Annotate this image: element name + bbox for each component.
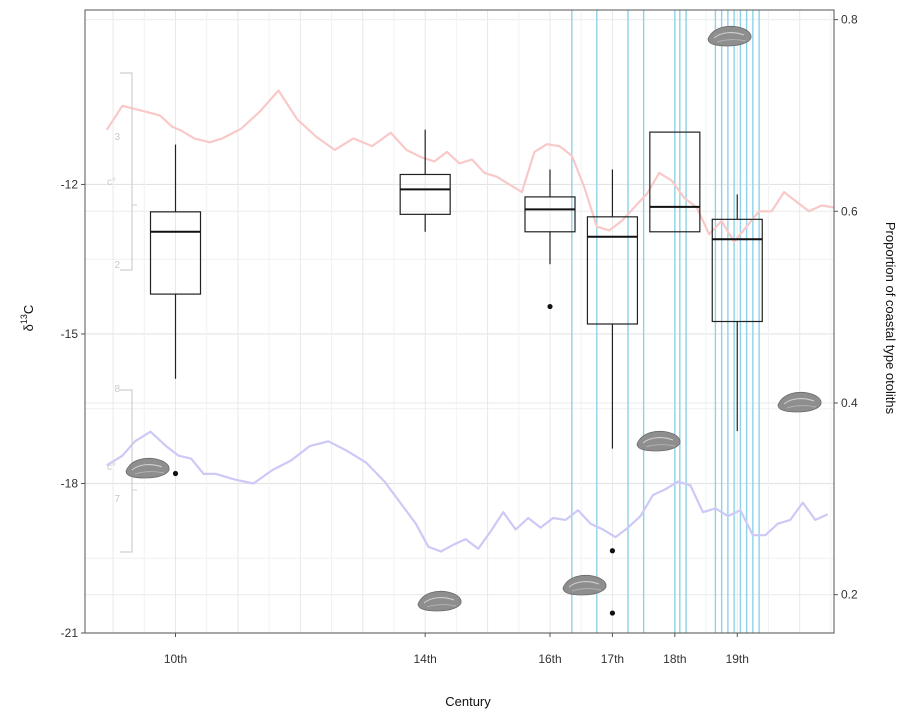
box-iqr — [399, 173, 451, 215]
inset-scale-tick-label: 8 — [114, 384, 120, 395]
x-tick-label: 17th — [601, 652, 624, 666]
outlier-point — [609, 548, 616, 554]
box-iqr — [149, 211, 202, 295]
y-axis-title-right: Proportion of coastal type otoliths — [883, 222, 898, 415]
inset-scale-bracket — [120, 72, 133, 271]
series-line-lavender — [106, 430, 829, 553]
otolith-image — [417, 590, 462, 612]
box-plot-17th — [586, 169, 639, 616]
y-tick-label-right: 0.6 — [841, 204, 858, 218]
x-axis-title: Century — [445, 694, 491, 709]
otolith-highlight — [713, 32, 745, 39]
box-plot-16th — [524, 169, 576, 310]
y-tick-label-right: 0.4 — [841, 396, 858, 410]
inset-scale-tick-label: 3 — [114, 132, 120, 143]
y-tick-label-left: -21 — [61, 626, 79, 640]
y-tick-label-right: 0.2 — [841, 588, 858, 602]
box-plots — [149, 129, 763, 616]
otolith-highlight — [786, 405, 817, 409]
otolith-image — [562, 574, 607, 596]
box-plot-19th — [711, 194, 763, 432]
axes: -12 -15 -18 -21 0.8 0.6 0.4 0.2 10th 14th 16th 17th… — [61, 9, 858, 666]
otolith-highlight — [426, 604, 457, 608]
otolith-highlight — [423, 597, 455, 604]
otolith-highlight — [783, 398, 815, 405]
otolith-highlight — [716, 39, 747, 43]
plot-frame — [84, 9, 835, 634]
inset-scale-label: c° — [107, 177, 116, 188]
otolith-highlight — [134, 471, 165, 475]
otolith-image — [777, 391, 822, 413]
inset-scale-label: c° — [107, 462, 116, 473]
box-plot-18th — [649, 131, 701, 233]
otolith-highlight — [571, 588, 602, 592]
otolith-image — [636, 430, 681, 452]
y-tick-label-left: -18 — [61, 476, 79, 490]
box-iqr — [524, 196, 576, 233]
box-plot-14th — [399, 129, 451, 232]
box-iqr — [711, 218, 763, 323]
x-tick-label: 14th — [413, 652, 436, 666]
otolith-highlight — [568, 581, 600, 588]
series-lines — [105, 89, 835, 553]
inset-scale-tick-label: 7 — [114, 494, 120, 505]
box-iqr — [649, 131, 701, 233]
otolith-highlight — [642, 437, 674, 444]
x-tick-label: 18th — [663, 652, 686, 666]
y-axis-title-left: δ13C — [19, 305, 36, 332]
otolith-images — [125, 25, 822, 612]
otolith-image — [125, 457, 170, 479]
series-line-pink — [105, 89, 835, 243]
outlier-point — [609, 610, 616, 616]
plot-background — [85, 10, 834, 633]
otolith-highlight — [645, 444, 676, 448]
inset-scale-tick-label: 2 — [114, 260, 120, 271]
grid-lines — [85, 10, 834, 634]
box-plot-10th — [149, 144, 202, 477]
plot-area — [85, 10, 834, 633]
y-tick-label-left: -15 — [61, 327, 79, 341]
y-tick-label-right: 0.8 — [841, 13, 858, 27]
x-tick-label: 16th — [538, 652, 561, 666]
box-iqr — [586, 216, 639, 325]
outlier-point — [172, 470, 179, 477]
x-tick-label: 19th — [726, 652, 749, 666]
otolith-highlight — [131, 464, 163, 471]
outlier-point — [547, 303, 553, 310]
x-tick-label: 10th — [164, 652, 187, 666]
y-tick-label-left: -12 — [61, 177, 79, 191]
otolith-image — [707, 25, 752, 47]
